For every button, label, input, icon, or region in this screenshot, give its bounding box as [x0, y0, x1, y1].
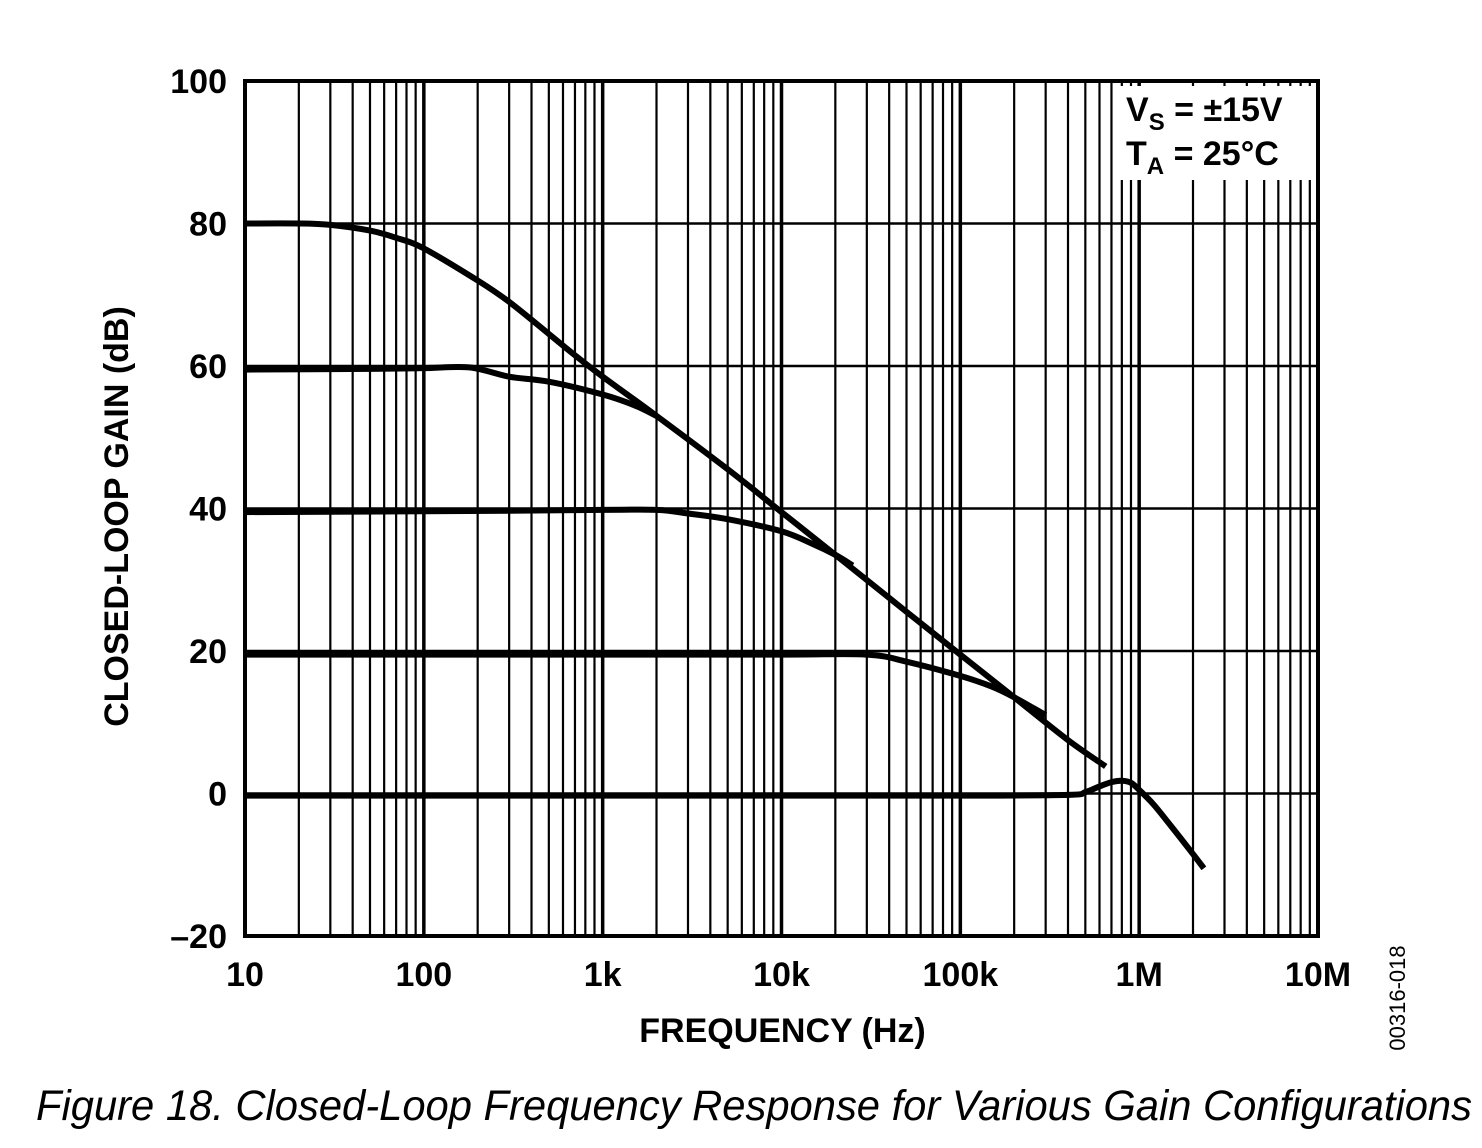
x-tick-label: 1k — [584, 956, 622, 994]
annotation-temperature: TA = 25°C — [1126, 135, 1279, 180]
series-group — [244, 220, 1207, 871]
y-tick-label: 40 — [189, 491, 227, 529]
y-tick-label: 80 — [189, 206, 227, 244]
x-tick-labels: 10 100 1k 10k 100k 1M 10M — [226, 956, 1351, 994]
y-tick-label: 0 — [208, 776, 227, 814]
x-tick-label: 10M — [1285, 956, 1351, 994]
series-line-3 — [244, 506, 855, 569]
series-line-2 — [244, 363, 658, 419]
x-tick-label: 100 — [395, 956, 452, 994]
figure-caption: Figure 18. Closed-Loop Frequency Respons… — [36, 1082, 1472, 1130]
y-tick-labels: 100 80 60 40 20 0 –20 — [170, 63, 227, 956]
figure-code: 00316-018 — [1385, 945, 1410, 1050]
y-tick-label: 20 — [189, 633, 227, 671]
plot-frame — [243, 79, 1320, 938]
series-line-4 — [245, 651, 1048, 718]
y-axis-label: CLOSED-LOOP GAIN (dB) — [98, 306, 136, 727]
y-tick-label: –20 — [170, 918, 227, 956]
series-line-5 — [244, 777, 1207, 871]
x-tick-label: 100k — [923, 956, 999, 994]
annotation-supply: VS = ±15V — [1126, 91, 1283, 136]
series-line-1 — [244, 220, 1108, 769]
y-tick-label: 100 — [170, 63, 227, 101]
x-tick-label: 10k — [753, 956, 810, 994]
x-tick-label: 10 — [226, 956, 264, 994]
x-axis-label: FREQUENCY (Hz) — [639, 1012, 926, 1050]
x-tick-label: 1M — [1116, 956, 1163, 994]
y-tick-label: 60 — [189, 348, 227, 386]
annotation-background — [1113, 86, 1313, 180]
